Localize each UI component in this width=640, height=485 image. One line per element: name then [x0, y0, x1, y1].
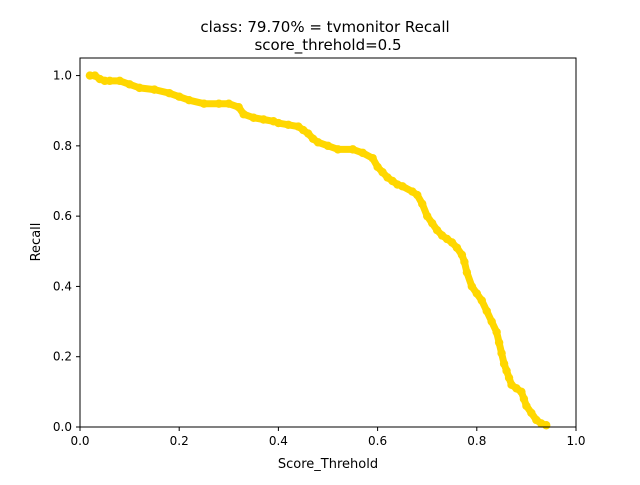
data-point	[313, 138, 323, 147]
data-point	[224, 99, 233, 108]
x-tick-label: 0.2	[170, 434, 189, 448]
data-point	[447, 238, 457, 247]
y-axis-ticks: 0.0 0.2 0.4 0.6 0.8 1.0	[53, 69, 80, 434]
data-point	[398, 182, 407, 191]
data-point	[413, 190, 422, 200]
x-axis-label: Score_Threhold	[278, 457, 378, 472]
x-axis-ticks: 0.0 0.2 0.4 0.6 0.8 1.0	[70, 427, 586, 448]
data-point	[239, 110, 248, 119]
series-trace	[86, 72, 550, 429]
data-point	[423, 211, 432, 221]
data-point	[517, 387, 526, 397]
data-point	[150, 85, 159, 94]
data-point	[504, 373, 514, 382]
data-point	[427, 218, 437, 228]
data-point	[452, 243, 462, 252]
data-points-layer	[85, 71, 551, 430]
data-point	[487, 317, 496, 326]
data-point	[499, 359, 509, 368]
data-point	[460, 257, 469, 267]
data-point	[115, 76, 124, 86]
y-tick-label: 0.0	[53, 420, 72, 434]
x-tick-label: 0.6	[368, 434, 387, 448]
data-point	[527, 408, 536, 418]
data-point	[457, 250, 467, 259]
data-point	[467, 282, 477, 291]
data-point	[368, 153, 377, 163]
y-tick-label: 0.8	[53, 139, 72, 153]
data-point	[492, 327, 501, 337]
data-point	[502, 366, 511, 375]
data-point	[184, 95, 194, 105]
data-point	[274, 118, 283, 128]
data-point	[358, 148, 367, 158]
data-point	[522, 401, 531, 411]
data-point	[165, 88, 174, 98]
data-point	[373, 162, 382, 172]
x-tick-label: 0.0	[70, 434, 89, 448]
data-point	[175, 92, 184, 101]
data-point	[432, 226, 442, 235]
data-point	[542, 421, 551, 430]
data-point	[494, 338, 504, 347]
data-point	[135, 83, 144, 93]
data-point	[303, 129, 313, 138]
y-tick-label: 0.2	[53, 350, 72, 364]
plot-frame	[79, 57, 577, 428]
data-point	[348, 145, 357, 154]
data-point	[477, 296, 486, 305]
x-tick-label: 1.0	[566, 434, 585, 448]
y-tick-label: 0.6	[53, 209, 72, 223]
chart-title-line-1: class: 79.70% = tvmonitor Recall	[200, 18, 449, 36]
y-tick-label: 1.0	[53, 69, 72, 83]
data-point	[284, 120, 293, 129]
x-tick-label: 0.8	[467, 434, 486, 448]
data-point	[472, 289, 481, 298]
y-tick-label: 0.4	[53, 279, 72, 293]
data-point	[482, 306, 491, 316]
data-point	[333, 145, 343, 154]
data-point	[497, 349, 506, 358]
data-point	[214, 99, 224, 108]
data-point	[199, 99, 209, 108]
data-point	[418, 199, 427, 209]
data-point	[519, 394, 529, 404]
y-axis-label: Recall	[29, 223, 44, 262]
data-point	[259, 115, 268, 124]
data-point	[105, 76, 114, 86]
data-point	[378, 168, 387, 177]
data-point	[323, 141, 333, 151]
data-point	[462, 268, 472, 277]
data-point	[125, 80, 134, 89]
data-point	[234, 103, 243, 112]
chart-title-line-2: score_threhold=0.5	[254, 36, 401, 55]
data-point	[249, 113, 258, 122]
x-tick-label: 0.4	[269, 434, 288, 448]
